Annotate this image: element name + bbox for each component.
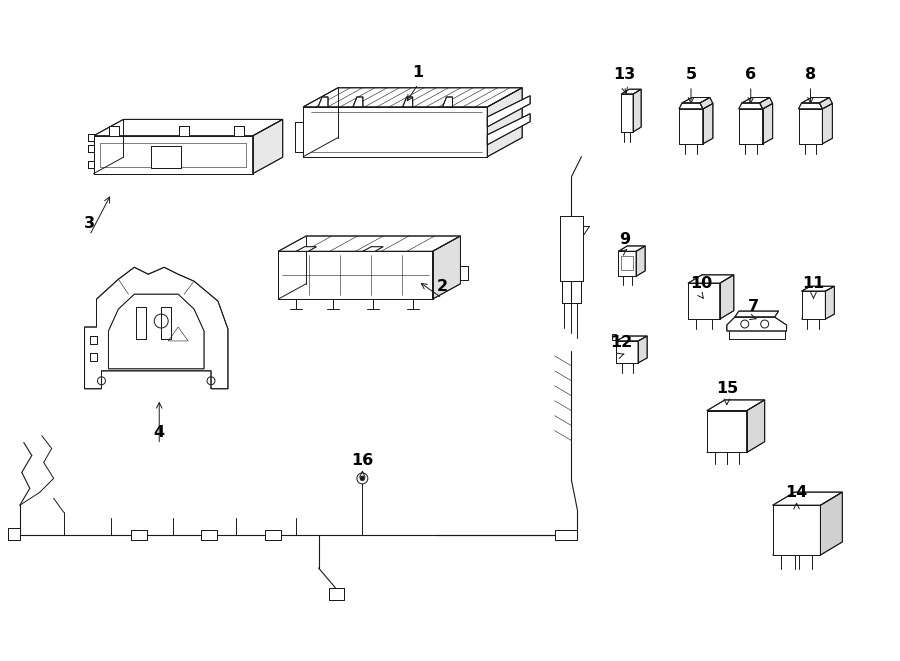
Text: 5: 5 bbox=[686, 67, 697, 81]
Polygon shape bbox=[621, 89, 641, 94]
Polygon shape bbox=[179, 126, 189, 136]
Polygon shape bbox=[328, 588, 345, 600]
Circle shape bbox=[360, 476, 364, 481]
Polygon shape bbox=[734, 311, 778, 317]
Polygon shape bbox=[742, 97, 769, 103]
Text: 8: 8 bbox=[805, 67, 816, 81]
Polygon shape bbox=[823, 104, 832, 144]
Polygon shape bbox=[363, 247, 383, 251]
Polygon shape bbox=[618, 246, 645, 251]
Polygon shape bbox=[618, 251, 636, 276]
Polygon shape bbox=[253, 120, 283, 174]
Polygon shape bbox=[706, 410, 747, 453]
Polygon shape bbox=[688, 275, 734, 283]
Polygon shape bbox=[688, 283, 720, 319]
Polygon shape bbox=[798, 103, 823, 109]
Polygon shape bbox=[720, 275, 733, 319]
Polygon shape bbox=[161, 307, 171, 339]
Polygon shape bbox=[747, 400, 765, 453]
Polygon shape bbox=[802, 286, 834, 291]
Text: 7: 7 bbox=[748, 299, 760, 313]
Polygon shape bbox=[131, 530, 148, 540]
Polygon shape bbox=[94, 120, 283, 136]
Text: 11: 11 bbox=[802, 276, 824, 291]
Polygon shape bbox=[772, 492, 842, 505]
Polygon shape bbox=[303, 88, 522, 107]
Polygon shape bbox=[739, 109, 762, 144]
Polygon shape bbox=[296, 247, 317, 251]
Polygon shape bbox=[727, 317, 787, 331]
Polygon shape bbox=[638, 336, 647, 363]
Polygon shape bbox=[679, 109, 703, 144]
Polygon shape bbox=[85, 267, 228, 389]
Polygon shape bbox=[318, 97, 328, 107]
Text: 10: 10 bbox=[689, 276, 712, 291]
Polygon shape bbox=[303, 107, 487, 157]
Circle shape bbox=[741, 320, 749, 328]
Polygon shape bbox=[802, 97, 830, 103]
Text: 1: 1 bbox=[412, 65, 424, 79]
Text: 2: 2 bbox=[436, 279, 447, 293]
Polygon shape bbox=[108, 294, 204, 369]
Polygon shape bbox=[679, 103, 703, 109]
Polygon shape bbox=[825, 286, 834, 319]
Polygon shape bbox=[278, 236, 461, 251]
Polygon shape bbox=[151, 146, 181, 168]
Polygon shape bbox=[94, 136, 253, 174]
Polygon shape bbox=[278, 251, 433, 299]
Polygon shape bbox=[682, 97, 710, 103]
Polygon shape bbox=[295, 122, 303, 152]
Polygon shape bbox=[554, 530, 578, 540]
Polygon shape bbox=[487, 96, 530, 127]
Text: 16: 16 bbox=[351, 453, 374, 468]
Polygon shape bbox=[612, 334, 616, 340]
Polygon shape bbox=[443, 97, 453, 107]
Polygon shape bbox=[562, 239, 581, 303]
Polygon shape bbox=[87, 145, 94, 152]
Polygon shape bbox=[636, 246, 645, 276]
Polygon shape bbox=[8, 528, 20, 540]
Circle shape bbox=[357, 473, 368, 484]
Polygon shape bbox=[621, 94, 634, 132]
Polygon shape bbox=[819, 97, 832, 109]
Polygon shape bbox=[110, 126, 120, 136]
Polygon shape bbox=[760, 97, 772, 109]
Polygon shape bbox=[560, 217, 583, 281]
Polygon shape bbox=[89, 353, 97, 361]
Polygon shape bbox=[802, 291, 825, 319]
Polygon shape bbox=[821, 492, 842, 555]
Polygon shape bbox=[461, 266, 468, 280]
Polygon shape bbox=[87, 161, 94, 168]
Polygon shape bbox=[616, 341, 638, 363]
Polygon shape bbox=[798, 109, 823, 144]
Polygon shape bbox=[706, 400, 765, 410]
Text: 4: 4 bbox=[154, 425, 165, 440]
Polygon shape bbox=[353, 97, 363, 107]
Polygon shape bbox=[772, 505, 821, 555]
Polygon shape bbox=[487, 88, 522, 157]
Polygon shape bbox=[616, 336, 647, 341]
Text: 6: 6 bbox=[745, 67, 756, 81]
Polygon shape bbox=[762, 104, 772, 144]
Polygon shape bbox=[700, 97, 713, 109]
Polygon shape bbox=[87, 134, 94, 141]
Text: 3: 3 bbox=[84, 216, 95, 231]
Text: 15: 15 bbox=[716, 381, 738, 396]
Polygon shape bbox=[487, 114, 530, 145]
Polygon shape bbox=[265, 530, 281, 540]
Text: 12: 12 bbox=[610, 335, 633, 350]
Polygon shape bbox=[402, 97, 413, 107]
Polygon shape bbox=[433, 236, 461, 299]
Polygon shape bbox=[634, 89, 641, 132]
Polygon shape bbox=[136, 307, 147, 339]
Circle shape bbox=[760, 320, 769, 328]
Polygon shape bbox=[703, 104, 713, 144]
Text: 9: 9 bbox=[618, 232, 630, 247]
Polygon shape bbox=[201, 530, 217, 540]
Text: 14: 14 bbox=[786, 485, 807, 500]
Polygon shape bbox=[234, 126, 244, 136]
Polygon shape bbox=[739, 103, 762, 109]
Polygon shape bbox=[89, 336, 97, 344]
Text: 13: 13 bbox=[613, 67, 635, 81]
